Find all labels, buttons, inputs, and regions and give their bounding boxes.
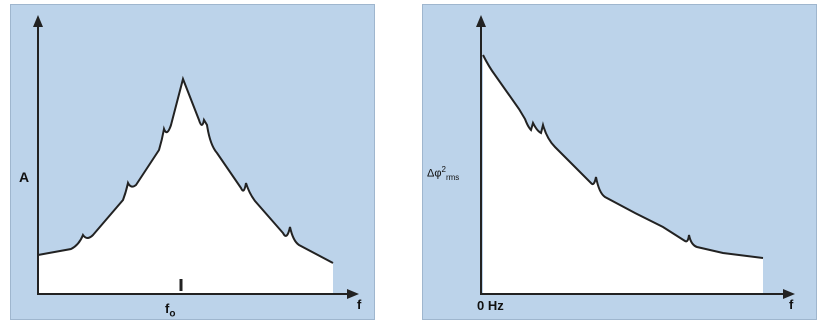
right-spectrum-curve [482, 54, 764, 259]
right-y-label: Δφ2rms [427, 165, 460, 182]
left-center-label: fo [165, 301, 176, 320]
left-x-label: f [357, 297, 362, 312]
right-origin-label: 0 Hz [477, 298, 504, 313]
left-y-axis-arrow [33, 15, 43, 27]
left-spectrum-area [38, 79, 333, 293]
right-x-axis-arrow [783, 289, 795, 299]
right-x-label: f [789, 297, 794, 312]
right-spectrum-panel: Δφ2rms 0 Hz f [422, 4, 817, 320]
left-y-label: A [19, 169, 30, 185]
right-spectrum-area [483, 55, 763, 293]
left-x-axis-arrow [347, 289, 359, 299]
left-spectrum-plot [33, 15, 359, 299]
right-spectrum-plot [476, 15, 795, 299]
left-spectrum-curve [37, 75, 334, 264]
right-y-axis-arrow [476, 15, 486, 27]
left-spectrum-panel: A fo f [10, 4, 375, 320]
